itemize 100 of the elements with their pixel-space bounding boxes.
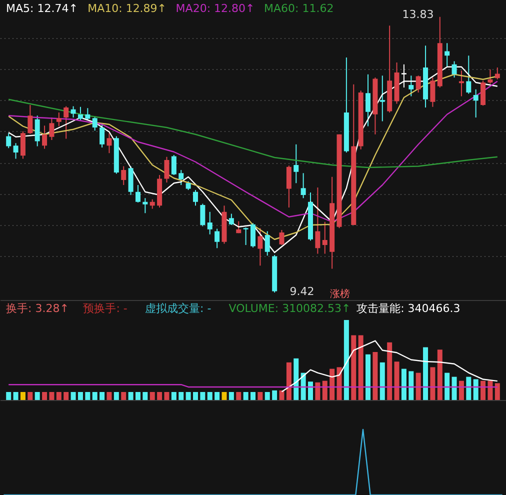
bar [135, 392, 140, 400]
candlestick [100, 124, 105, 148]
candlestick [258, 228, 263, 266]
candlestick [121, 166, 126, 186]
text: VOLUME: 310082.53↑ [228, 302, 351, 315]
candlestick [480, 80, 486, 106]
bar [315, 382, 320, 400]
bar [222, 392, 227, 400]
candlestick [380, 75, 385, 122]
bar [121, 392, 126, 400]
bar [344, 320, 349, 400]
text: 攻击量能: 340466.3 [356, 302, 460, 315]
candlestick [200, 203, 206, 227]
bar [473, 379, 478, 400]
bar [78, 392, 83, 400]
candlestick [171, 154, 176, 176]
bar [236, 392, 242, 400]
candlestick [452, 60, 457, 78]
bar [408, 371, 414, 400]
candlestick [142, 198, 148, 214]
bar [200, 392, 206, 400]
candlestick [207, 211, 212, 235]
bar [272, 390, 278, 400]
candlestick [34, 115, 40, 147]
bar [394, 362, 400, 400]
candlestick [250, 222, 256, 248]
bar [336, 367, 342, 400]
candlestick [228, 213, 234, 226]
text: 预换手: - [83, 302, 128, 315]
text: 换手: 3.28↑ [6, 302, 69, 315]
candlestick [214, 228, 220, 249]
bar [494, 383, 500, 400]
bar [178, 392, 184, 400]
candlestick [135, 184, 140, 203]
bar [49, 392, 54, 400]
text: MA10: 12.89↑ [88, 2, 167, 15]
bar [366, 354, 371, 400]
bar [34, 392, 40, 400]
bar [42, 392, 48, 400]
candlestick [300, 172, 306, 199]
bar [258, 392, 263, 400]
candlestick [315, 187, 320, 254]
bar [444, 372, 450, 400]
bar [13, 392, 18, 400]
bar [286, 362, 292, 400]
candlestick [64, 106, 69, 140]
candlestick [78, 106, 83, 120]
text: 虚拟成交量: - [145, 302, 212, 315]
bar [380, 362, 385, 400]
candlestick [6, 132, 12, 149]
candlestick [178, 170, 184, 186]
bar [150, 392, 155, 400]
bar [157, 392, 162, 400]
candlestick [430, 77, 436, 108]
candlestick [192, 190, 198, 206]
bar [488, 380, 493, 400]
bar [228, 392, 234, 400]
candlestick [106, 132, 112, 154]
bar [372, 352, 378, 400]
candlestick [494, 67, 500, 80]
bar [142, 392, 148, 400]
bar [294, 358, 299, 400]
candlestick [488, 68, 493, 84]
bar [250, 392, 256, 400]
candlestick [466, 55, 472, 94]
bar [100, 392, 105, 400]
bar [480, 380, 486, 400]
bar [322, 380, 328, 400]
bar [192, 392, 198, 400]
bar [171, 392, 176, 400]
bar [330, 368, 335, 400]
candlestick [444, 42, 450, 68]
bar [466, 376, 472, 400]
candlestick [128, 166, 134, 196]
candlestick [20, 130, 26, 160]
annotation: 9.42 [290, 285, 314, 298]
bar [6, 392, 12, 400]
bar [358, 335, 364, 400]
annotation: 涨榜 [330, 288, 350, 300]
candlestick [13, 142, 18, 160]
bar [308, 382, 314, 400]
bar [64, 392, 69, 400]
bar [186, 392, 191, 400]
candlestick [92, 116, 98, 132]
candlestick [243, 227, 248, 246]
bar [70, 392, 76, 400]
candlestick [279, 230, 284, 246]
bar [401, 368, 406, 400]
bar [214, 392, 220, 400]
bar [279, 390, 284, 400]
bar [28, 392, 33, 400]
bar [164, 392, 170, 400]
bar [92, 392, 98, 400]
candlestick [164, 156, 170, 183]
bar [387, 342, 392, 400]
text: MA5: 12.74↑ [6, 2, 78, 15]
bar [437, 350, 442, 400]
candlestick [408, 75, 414, 97]
bar [128, 392, 134, 400]
candlestick [416, 75, 421, 93]
